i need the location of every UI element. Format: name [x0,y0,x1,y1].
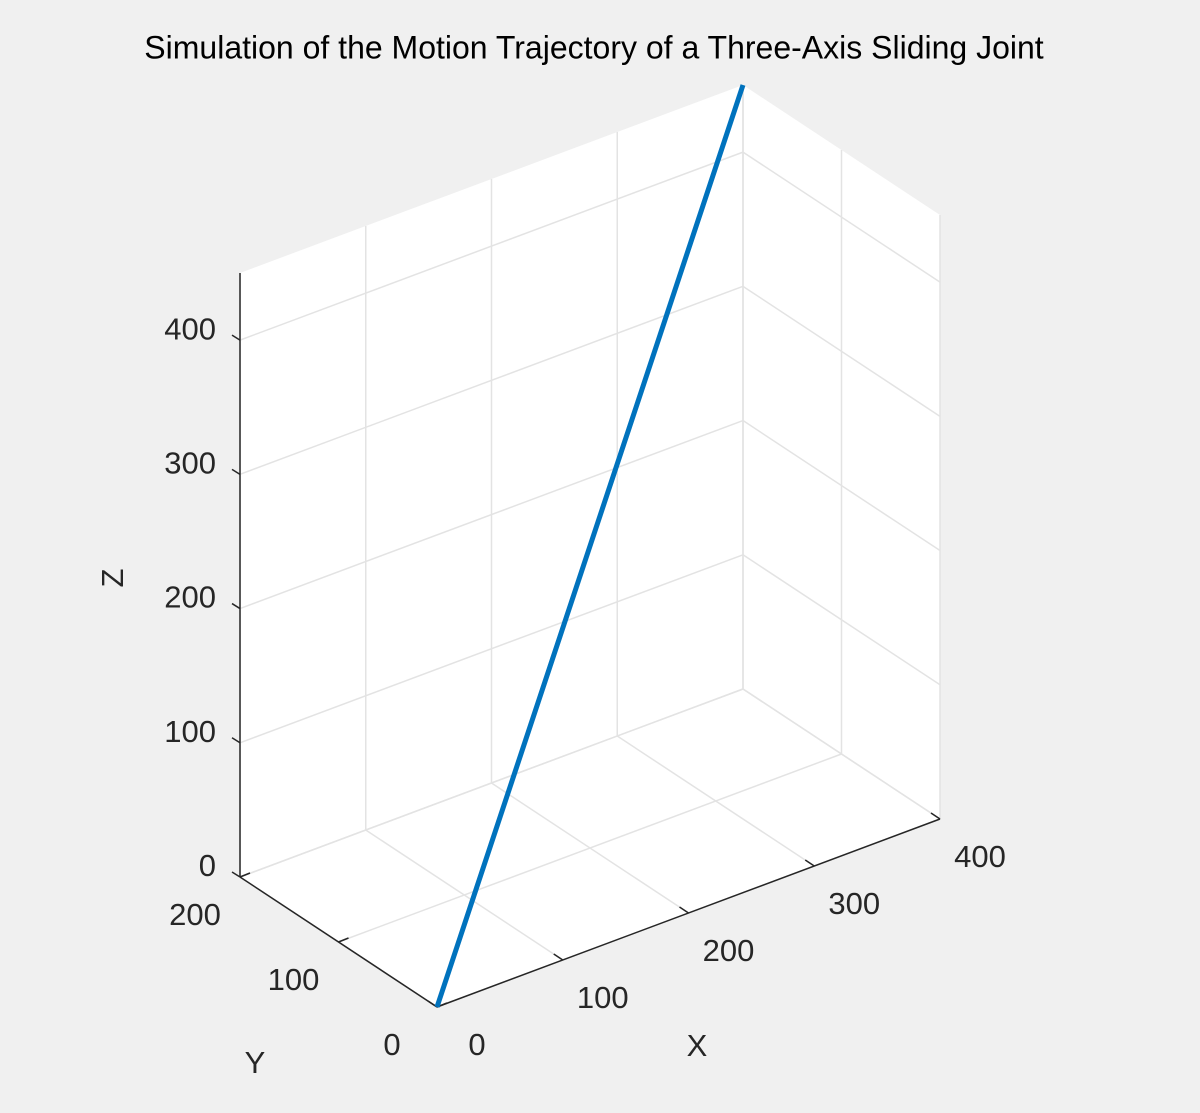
z-tick [231,602,241,610]
z-tick [231,737,241,744]
z-tick-label: 400 [164,311,216,346]
x-tick-label: 300 [828,886,880,921]
y-tick [239,872,251,878]
y-tick-label: 200 [169,897,221,932]
x-tick [804,859,815,867]
grid-line [742,285,941,417]
grid-line [742,419,941,552]
grid-line [239,151,744,341]
grid-line [742,554,941,686]
y-tick-label: 100 [268,962,320,997]
z-tick [231,334,241,341]
x-tick-label: 400 [954,839,1006,874]
x-axis-label: X [687,1028,708,1063]
grid-line [239,419,744,610]
grid-line [742,688,941,820]
z-tick [231,871,241,878]
z-tick [231,468,241,475]
grid-line [338,753,842,943]
grid-line [742,151,941,283]
z-tick-label: 100 [164,714,216,749]
x-tick [553,953,564,961]
x-tick [679,906,689,914]
z-tick-label: 200 [164,580,216,615]
y-tick [338,937,349,943]
z-axis-label: Z [95,569,130,588]
x-tick-label: 200 [703,933,755,968]
z-tick-label: 0 [199,848,216,883]
chart-title: Simulation of the Motion Trajectory of a… [144,29,1044,65]
y-axis-label: Y [245,1045,266,1080]
grid-line [239,285,744,476]
grid-line [239,688,744,878]
x-tick-label: 0 [468,1027,485,1062]
grid-line [239,554,744,744]
x-tick-label: 100 [577,980,629,1015]
z-tick-label: 300 [164,446,216,481]
y-tick-label: 0 [383,1027,400,1062]
x-tick [930,812,941,820]
trajectory-line [434,84,746,1008]
